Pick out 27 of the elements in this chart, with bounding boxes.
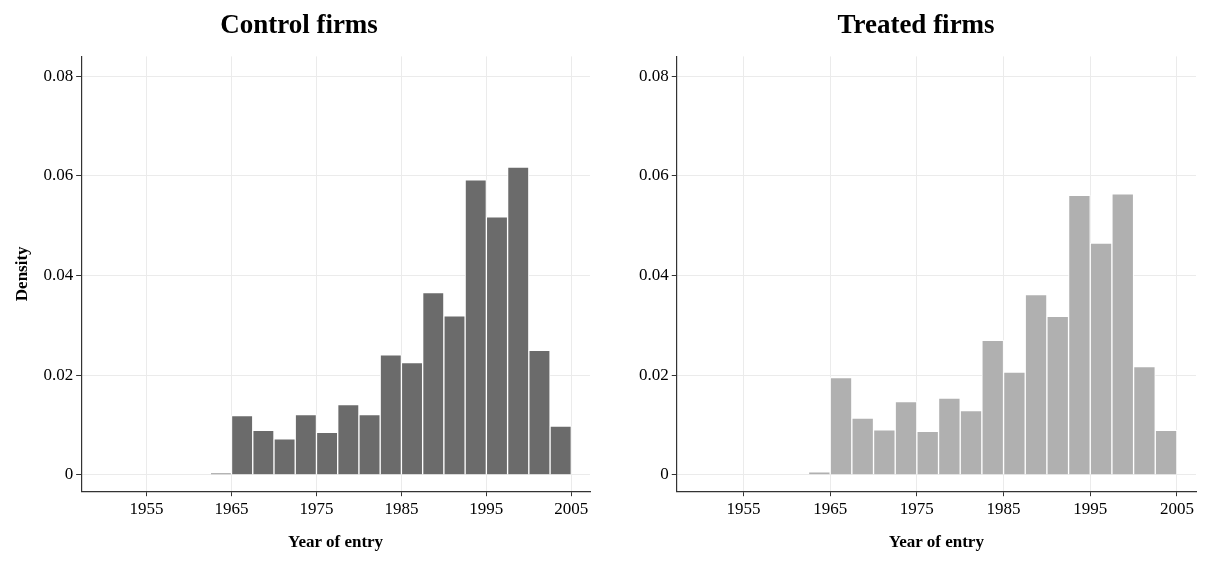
x-tick-label: 2005: [1159, 498, 1194, 518]
y-axis-title: Density: [11, 245, 31, 302]
x-tick-label: 1975: [299, 498, 334, 518]
x-tick-label: 1985: [384, 498, 419, 518]
y-tick-label: 0.06: [639, 165, 669, 185]
x-tick-label: 1975: [899, 498, 934, 518]
x-axis-title: Year of entry: [288, 532, 384, 552]
chart-title: Control firms: [220, 9, 378, 40]
y-tick-label: 0: [64, 464, 74, 484]
x-tick-label: 1965: [813, 498, 848, 518]
y-tick-label: 0.08: [43, 65, 74, 85]
x-tick-label: 1955: [129, 498, 164, 518]
x-tick-label: 1985: [986, 498, 1021, 518]
x-tick-label: 1995: [469, 498, 504, 518]
y-tick-label: 0.08: [639, 65, 669, 85]
y-tick-label: 0.04: [639, 265, 670, 285]
x-tick-label: 1995: [1073, 498, 1108, 518]
x-axis-title: Year of entry: [888, 532, 985, 552]
x-tick-label: 2005: [554, 498, 589, 518]
y-tick-label: 0: [660, 464, 669, 484]
x-tick-label: 1965: [214, 498, 249, 518]
y-tick-label: 0.02: [639, 364, 669, 384]
x-tick-label: 1955: [726, 498, 761, 518]
chart-title: Treated firms: [837, 9, 995, 40]
y-tick-label: 0.04: [43, 265, 74, 285]
y-tick-label: 0.02: [43, 364, 74, 384]
y-tick-label: 0.06: [43, 165, 74, 185]
